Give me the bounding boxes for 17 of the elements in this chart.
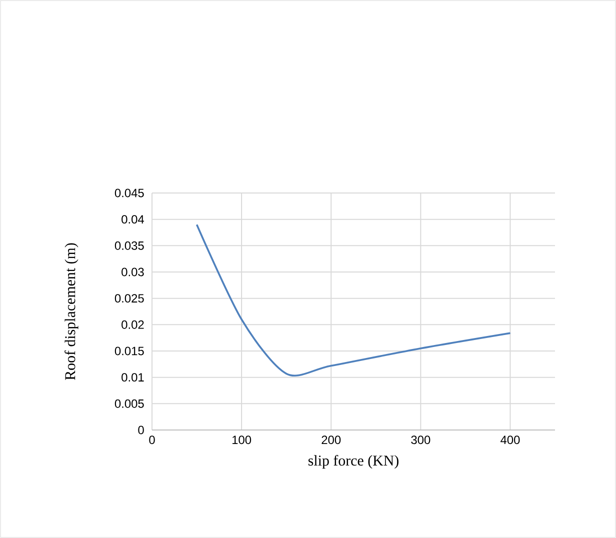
x-tick-label: 0: [149, 436, 155, 444]
y-tick-label: 0.015: [114, 346, 144, 356]
y-axis-title: Roof displacement (m): [64, 243, 78, 380]
y-tick-label: 0.005: [114, 399, 144, 408]
x-tick-label: 400: [500, 436, 520, 444]
y-tick-label: 0.03: [122, 268, 144, 276]
y-tick-label: 0.04: [122, 215, 144, 224]
y-tick-label: 0.025: [114, 294, 144, 303]
y-tick-label: 0.045: [114, 188, 144, 198]
y-tick-label: 0: [138, 426, 144, 434]
x-tick-label: 200: [322, 436, 341, 444]
x-axis-title: slip force (KN): [308, 454, 398, 469]
x-tick-label: 300: [411, 436, 430, 444]
x-tick-label: 100: [232, 436, 252, 444]
y-tick-label: 0.02: [122, 320, 144, 329]
y-tick-label: 0.01: [122, 373, 144, 382]
y-tick-label: 0.035: [114, 241, 144, 250]
